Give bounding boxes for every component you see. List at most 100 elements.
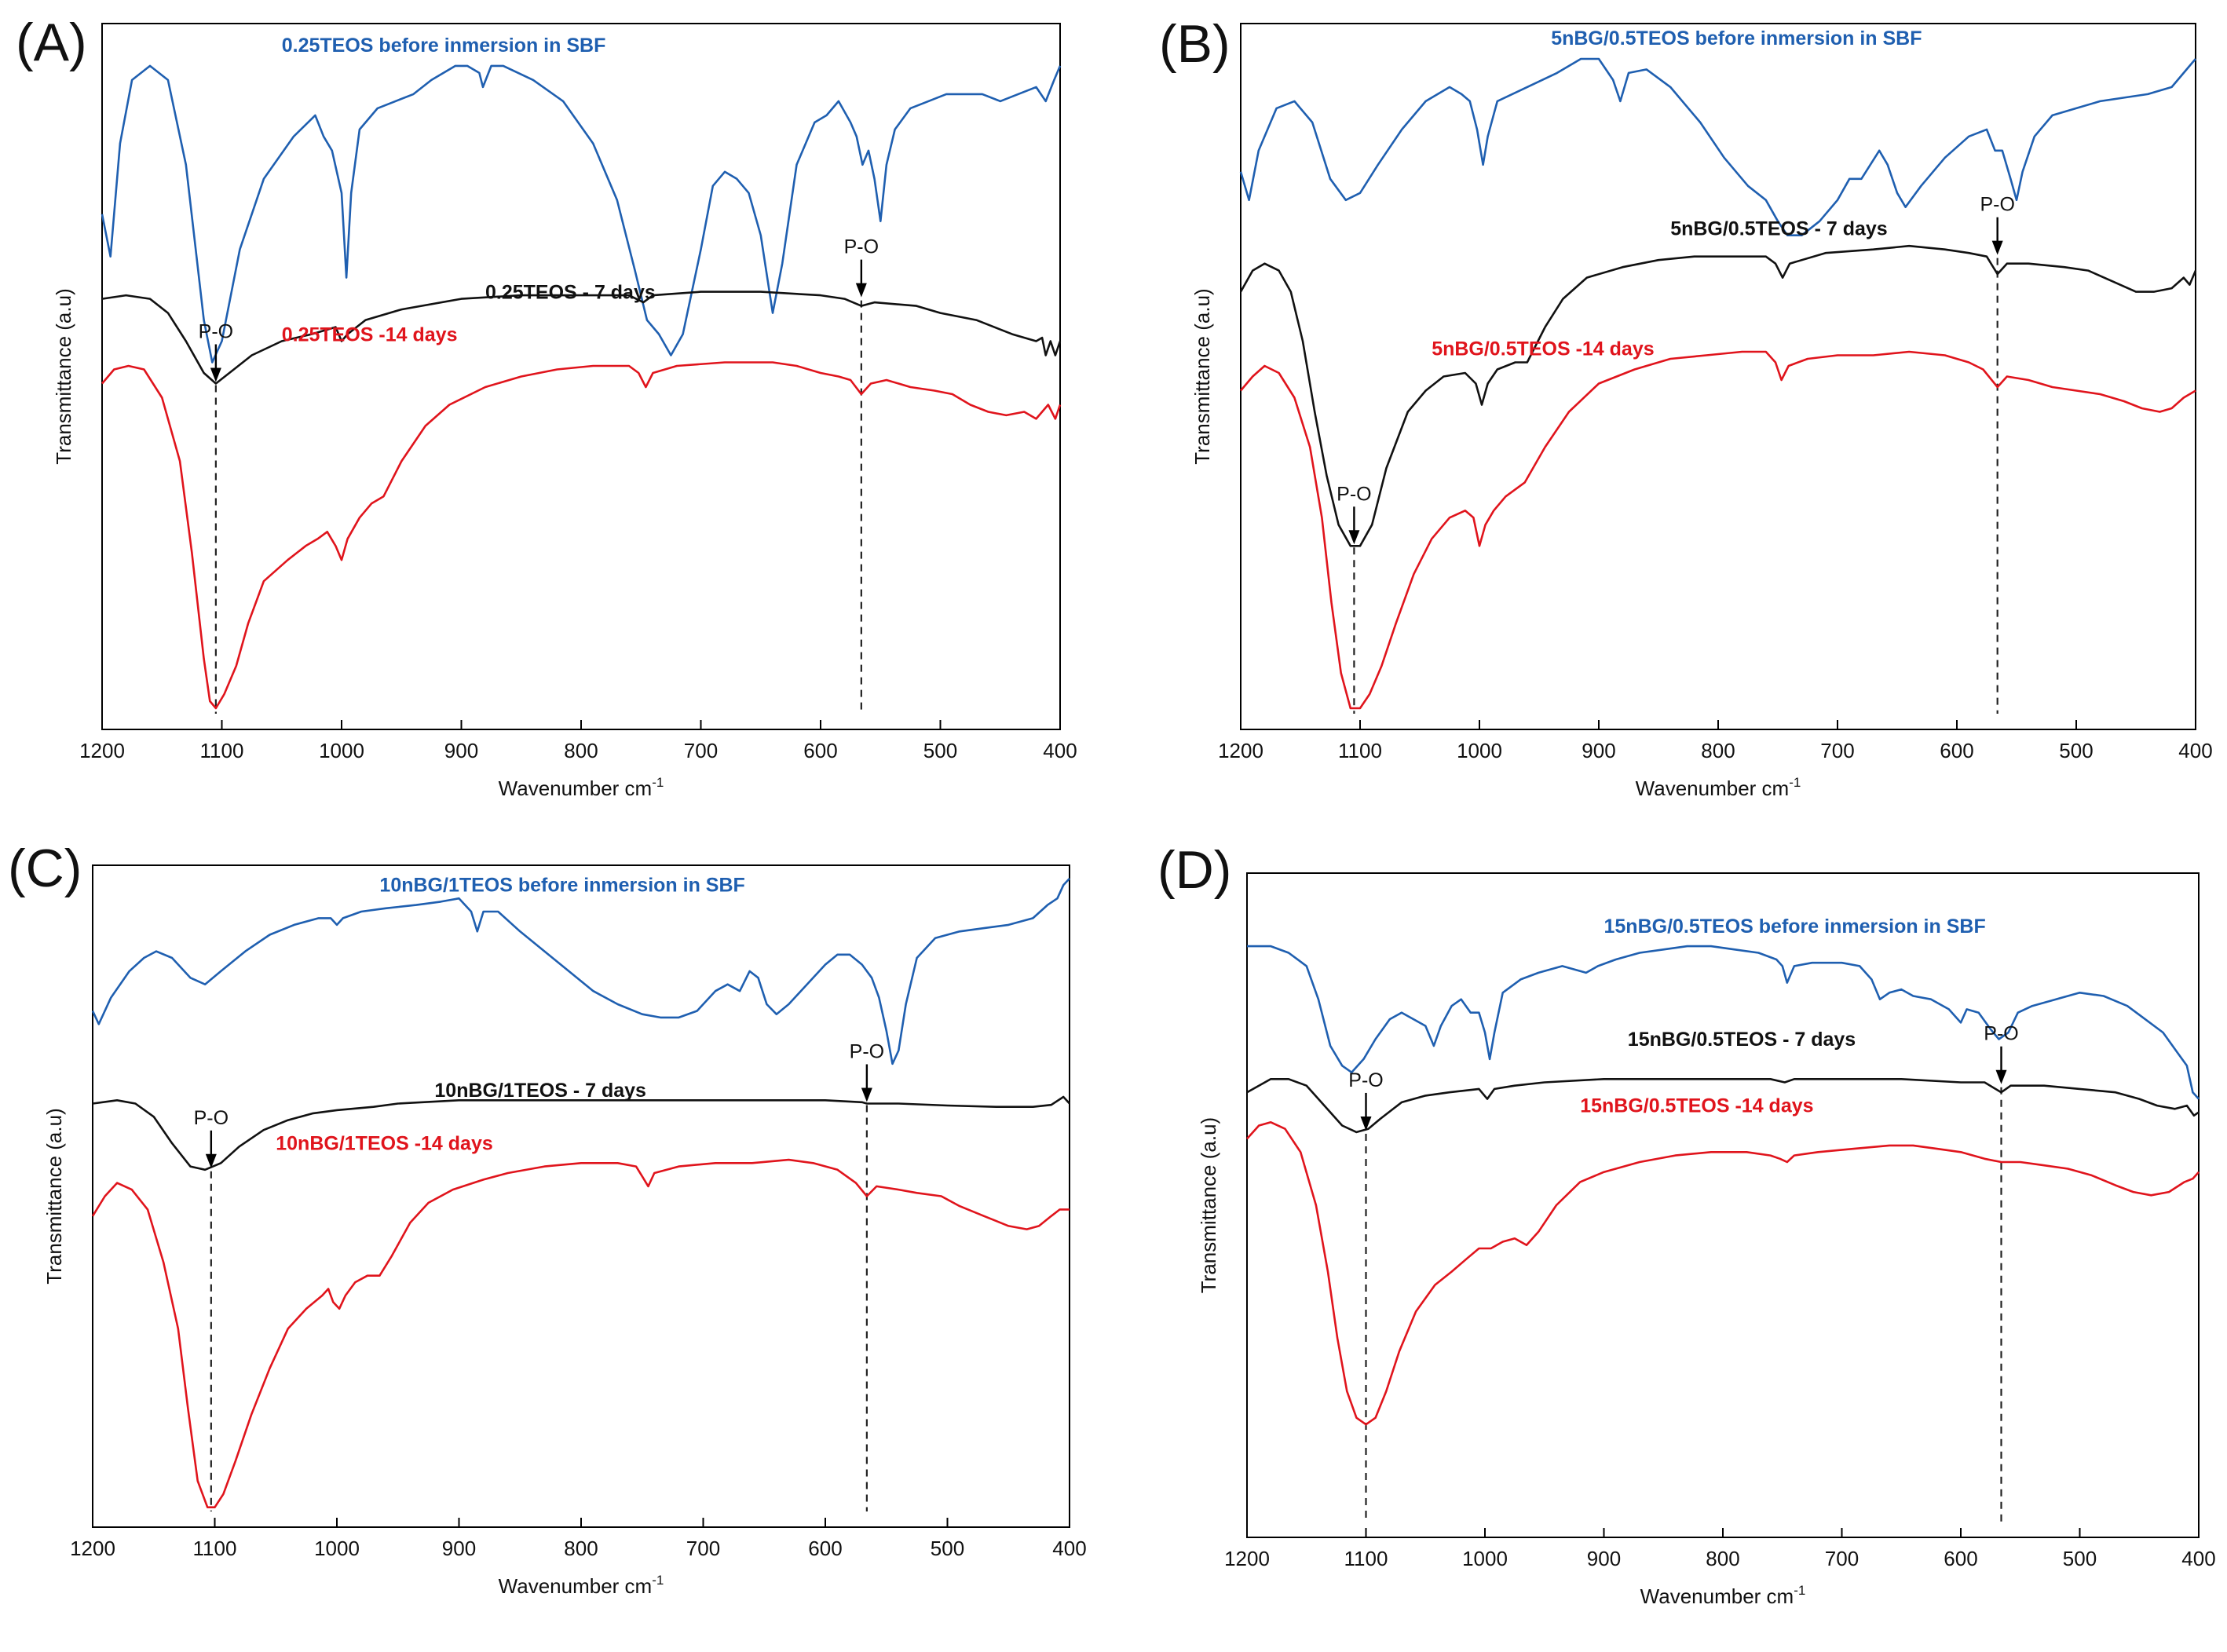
chart-b: 1200 1100 1000 900 800 700 600 500 400 Wavenumber… [1190, 23, 2213, 800]
series-label-fourteen: 10nBG/1TEOS -14 days [276, 1132, 493, 1154]
plot-frame [1240, 23, 2196, 730]
series-line-before [91, 878, 1070, 1065]
x-tick-label: 1100 [200, 739, 244, 762]
series-line-seven [92, 1095, 1070, 1171]
series-label-seven: 10nBG/1TEOS - 7 days [434, 1080, 646, 1102]
x-tick-label: 400 [1043, 739, 1077, 762]
x-tick-label: 700 [1825, 1547, 1859, 1570]
x-axis-title: Wavenumber cm-1 [499, 1573, 664, 1598]
x-tick-label: 900 [1582, 739, 1615, 762]
x-tick-label: 1200 [1224, 1547, 1270, 1570]
p-o-arrow-head [1995, 1069, 2007, 1084]
series-line-seven [1239, 244, 2197, 547]
x-tick-label: 1000 [314, 1537, 360, 1560]
panel-a: (A) 1200 1100 1000 900 800 700 600 500 400 Wavenu… [0, 0, 1114, 826]
series-label-before: 0.25TEOS before inmersion in SBF [282, 35, 606, 57]
x-axis-title-superscript: -1 [1794, 1583, 1805, 1598]
x-axis-title: Wavenumber cm-1 [1640, 1583, 1806, 1608]
x-tick-label: 1200 [1218, 739, 1263, 762]
x-tick-label: 1200 [79, 739, 125, 762]
series-label-before: 15nBG/0.5TEOS before inmersion in SBF [1604, 916, 1986, 937]
x-tick-label: 700 [1820, 739, 1854, 762]
chart-c: 1200 1100 1000 900 800 700 600 500 400 Wavenumber… [42, 864, 1087, 1598]
x-tick-label: 900 [442, 1537, 476, 1560]
panel-label-b: (B) [1159, 14, 1231, 74]
x-tick-label: 600 [808, 1537, 842, 1560]
panel-c: (C) 1200 1100 1000 900 800 700 600 500 400 Wavenu… [0, 826, 1114, 1652]
p-o-annotation: P-O [199, 320, 233, 342]
p-o-arrow-head [205, 1153, 217, 1168]
series-label-before: 5nBG/0.5TEOS before inmersion in SBF [1551, 27, 1922, 49]
x-tick-label: 400 [2181, 1547, 2215, 1570]
x-axis-title-text: Wavenumber cm [499, 1574, 653, 1598]
series-line-fourteen [101, 361, 1062, 710]
series-label-fourteen: 0.25TEOS -14 days [282, 324, 458, 346]
x-tick-label: 500 [931, 1537, 964, 1560]
plot-frame [92, 864, 1070, 1528]
x-axis-title-superscript: -1 [1789, 775, 1801, 790]
x-axis-title: Wavenumber cm-1 [499, 775, 664, 800]
x-axis-title-superscript: -1 [652, 775, 664, 790]
x-tick-label: 800 [564, 1537, 598, 1560]
y-axis-title: Transmittance (a.u) [1190, 288, 1214, 464]
series-line-before [101, 64, 1062, 364]
series-label-seven: 0.25TEOS - 7 days [485, 282, 656, 304]
x-tick-label: 500 [2063, 1547, 2097, 1570]
x-axis-title-text: Wavenumber cm [1636, 777, 1790, 800]
x-tick-label: 1100 [193, 1537, 237, 1560]
y-axis-title: Transmittance (a.u) [52, 288, 75, 464]
series-line-seven [101, 291, 1062, 385]
x-tick-label: 400 [2178, 739, 2212, 762]
p-o-annotation: P-O [844, 236, 879, 258]
x-tick-label: 1200 [70, 1537, 115, 1560]
p-o-annotation: P-O [194, 1107, 229, 1129]
p-o-annotation: P-O [1348, 1069, 1383, 1091]
x-tick-label: 600 [803, 739, 837, 762]
x-axis-title-superscript: -1 [652, 1573, 664, 1588]
x-axis-title-text: Wavenumber cm [499, 777, 653, 800]
series-label-seven: 15nBG/0.5TEOS - 7 days [1628, 1029, 1856, 1051]
chart-a: 1200 1100 1000 900 800 700 600 500 400 Wavenumber… [52, 23, 1077, 800]
panel-d: (D) 1200 1100 1000 900 800 700 600 500 400 Wavenu… [1114, 826, 2227, 1652]
panel-label-a: (A) [16, 13, 87, 72]
panel-label-d: (D) [1157, 840, 1232, 900]
series-label-seven: 5nBG/0.5TEOS - 7 days [1670, 218, 1888, 240]
p-o-annotation: P-O [1984, 1023, 2018, 1045]
plot-frame [1246, 872, 2200, 1538]
p-o-arrow-head [1360, 1116, 1372, 1131]
p-o-arrow-head [210, 367, 221, 382]
series-label-fourteen: 5nBG/0.5TEOS -14 days [1432, 338, 1654, 360]
p-o-arrow-head [861, 1087, 872, 1102]
x-tick-label: 900 [444, 739, 478, 762]
x-tick-label: 500 [2059, 739, 2093, 762]
x-tick-label: 1000 [1462, 1547, 1508, 1570]
x-tick-label: 1000 [1457, 739, 1502, 762]
series-line-fourteen [1240, 350, 2196, 710]
x-tick-label: 600 [1944, 1547, 1977, 1570]
panel-label-c: (C) [8, 839, 82, 898]
series-label-fourteen: 15nBG/0.5TEOS -14 days [1580, 1095, 1813, 1117]
x-tick-label: 400 [1052, 1537, 1086, 1560]
series-label-before: 10nBG/1TEOS before inmersion in SBF [379, 875, 744, 897]
x-tick-label: 500 [923, 739, 957, 762]
x-tick-label: 1100 [1338, 739, 1382, 762]
x-tick-label: 800 [1701, 739, 1735, 762]
x-tick-label: 800 [564, 739, 598, 762]
p-o-arrow-head [1991, 240, 2003, 255]
series-line-before [1239, 57, 2196, 236]
p-o-arrow-head [855, 283, 867, 298]
y-axis-title: Transmittance (a.u) [42, 1108, 66, 1284]
x-tick-label: 1000 [319, 739, 364, 762]
x-tick-label: 700 [684, 739, 718, 762]
p-o-annotation: P-O [1980, 194, 2014, 216]
x-tick-label: 600 [1940, 739, 1973, 762]
series-line-fourteen [1246, 1121, 2200, 1426]
series-line-seven [1246, 1078, 2200, 1134]
x-tick-label: 1100 [1344, 1547, 1388, 1570]
series-line-fourteen [91, 1158, 1070, 1508]
x-axis-title-text: Wavenumber cm [1640, 1584, 1794, 1608]
chart-d: 1200 1100 1000 900 800 700 600 500 400 Wavenumber… [1197, 872, 2216, 1608]
x-tick-label: 900 [1587, 1547, 1621, 1570]
panel-b: (B) 1200 1100 1000 900 800 700 600 500 400 Wavenu… [1114, 0, 2227, 826]
plot-frame [101, 23, 1061, 730]
